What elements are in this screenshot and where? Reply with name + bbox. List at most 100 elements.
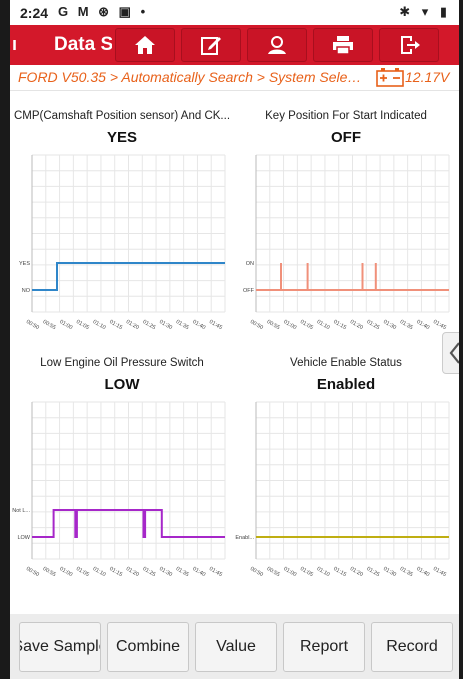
panel-name: Vehicle Enable Status bbox=[290, 357, 402, 369]
home-button[interactable] bbox=[115, 28, 175, 62]
screen: 2:24 G M ⊛ ▣ • ✱ ▾ ▮ ı Data Stream FORD … bbox=[10, 0, 459, 679]
user-button[interactable] bbox=[247, 28, 307, 62]
x-tick-label: 01:25 bbox=[366, 319, 381, 331]
y-tick-label: Enabl... bbox=[235, 535, 254, 541]
panel-name: Key Position For Start Indicated bbox=[265, 110, 427, 122]
side-panel-toggle[interactable] bbox=[442, 332, 459, 374]
x-tick-label: 01:20 bbox=[349, 566, 364, 578]
x-tick-label: 01:25 bbox=[142, 566, 157, 578]
x-tick-label: 01:45 bbox=[432, 319, 447, 331]
chevron-left-icon bbox=[449, 342, 459, 364]
x-tick-label: 01:00 bbox=[58, 319, 73, 331]
x-tick-label: 01:25 bbox=[366, 566, 381, 578]
system-status-icons: ✱ ▾ ▮ bbox=[399, 4, 451, 19]
value-button[interactable]: Value bbox=[195, 622, 277, 672]
edit-icon bbox=[201, 37, 221, 55]
x-tick-label: 01:10 bbox=[316, 566, 331, 578]
x-tick-label: 00:50 bbox=[25, 566, 40, 578]
graph-chart: NO YES 00:50 00:55 01:00 01:05 01:10 01:15 01:20… bbox=[19, 154, 226, 331]
x-tick-label: 01:40 bbox=[191, 319, 206, 331]
series-line bbox=[32, 509, 225, 538]
graph-chart: Enabl...00:50 00:55 01:00 01:05 01:10 01:15 01… bbox=[235, 401, 450, 578]
x-tick-label: 01:00 bbox=[282, 566, 297, 578]
panel-value: YES bbox=[106, 129, 137, 146]
x-tick-label: 00:55 bbox=[266, 566, 281, 578]
x-tick-label: 01:45 bbox=[432, 566, 447, 578]
record-button[interactable]: Record bbox=[371, 622, 453, 672]
y-tick-label: LOW bbox=[17, 535, 30, 541]
y-tick-label: NO bbox=[22, 288, 31, 294]
back-button[interactable]: ı bbox=[12, 34, 18, 54]
battery-voltage: 12.17V bbox=[405, 69, 450, 85]
x-tick-label: 01:15 bbox=[108, 319, 123, 331]
status-time: 2:24 bbox=[20, 5, 49, 21]
x-tick-label: 01:15 bbox=[332, 319, 347, 331]
x-tick-label: 01:15 bbox=[108, 566, 123, 578]
graph-chart: OFF ON 00:50 00:55 01:00 01:05 01:10 01:15 01:20… bbox=[243, 154, 450, 331]
battery-icon bbox=[376, 68, 404, 87]
x-tick-label: 01:35 bbox=[399, 319, 414, 331]
x-tick-label: 01:40 bbox=[191, 566, 206, 578]
x-tick-label: 00:50 bbox=[249, 319, 264, 331]
panel-value: LOW bbox=[104, 376, 140, 393]
x-tick-label: 01:45 bbox=[208, 319, 223, 331]
combine-button[interactable]: Combine bbox=[107, 622, 189, 672]
panel-name: Low Engine Oil Pressure Switch bbox=[40, 357, 204, 369]
x-tick-label: 01:05 bbox=[75, 566, 90, 578]
y-tick-label: Not L... bbox=[12, 508, 30, 514]
exit-icon bbox=[401, 36, 420, 54]
x-tick-label: 01:45 bbox=[208, 566, 223, 578]
x-tick-label: 01:25 bbox=[142, 319, 157, 331]
x-tick-label: 01:30 bbox=[158, 566, 173, 578]
graph-chart: LOW Not L... 00:50 00:55 01:00 01:05 01:10 01:1… bbox=[12, 401, 226, 578]
x-tick-label: 01:05 bbox=[75, 319, 90, 331]
print-button[interactable] bbox=[313, 28, 373, 62]
x-tick-label: 00:55 bbox=[42, 566, 57, 578]
x-tick-label: 01:00 bbox=[282, 319, 297, 331]
x-tick-label: 01:30 bbox=[382, 566, 397, 578]
app-bar: ı Data Stream bbox=[10, 25, 459, 65]
x-tick-label: 01:10 bbox=[316, 319, 331, 331]
x-tick-label: 01:30 bbox=[158, 319, 173, 331]
x-tick-label: 01:20 bbox=[349, 319, 364, 331]
x-tick-label: 00:50 bbox=[25, 319, 40, 331]
x-tick-label: 01:35 bbox=[175, 319, 190, 331]
x-tick-label: 01:35 bbox=[175, 566, 190, 578]
x-tick-label: 01:35 bbox=[399, 566, 414, 578]
x-tick-label: 00:50 bbox=[249, 566, 264, 578]
edit-button[interactable] bbox=[181, 28, 241, 62]
x-tick-label: 01:10 bbox=[92, 319, 107, 331]
report-button[interactable]: Report bbox=[283, 622, 365, 672]
bottom-toolbar: Save Sample Combine Value Report Record bbox=[10, 614, 459, 679]
y-tick-label: ON bbox=[246, 261, 254, 267]
status-bar: 2:24 G M ⊛ ▣ • ✱ ▾ ▮ bbox=[10, 0, 459, 25]
x-tick-label: 01:40 bbox=[415, 319, 430, 331]
y-tick-label: YES bbox=[19, 261, 30, 267]
page-title: Data Stream bbox=[54, 34, 112, 55]
data-stream-graphs: CMP(Camshaft Position sensor) And CK... … bbox=[10, 92, 459, 614]
home-icon bbox=[135, 36, 155, 54]
series-line bbox=[256, 263, 449, 291]
breadcrumb: FORD V50.35 > Automatically Search > Sys… bbox=[10, 65, 459, 91]
x-tick-label: 01:40 bbox=[415, 566, 430, 578]
panel-value: OFF bbox=[331, 129, 361, 146]
x-tick-label: 01:20 bbox=[125, 566, 140, 578]
panel-name: CMP(Camshaft Position sensor) And CK... bbox=[13, 110, 231, 122]
series-line bbox=[32, 262, 225, 291]
save-sample-button[interactable]: Save Sample bbox=[19, 622, 101, 672]
x-tick-label: 00:55 bbox=[42, 319, 57, 331]
x-tick-label: 01:15 bbox=[332, 566, 347, 578]
x-tick-label: 01:05 bbox=[299, 566, 314, 578]
x-tick-label: 01:30 bbox=[382, 319, 397, 331]
x-tick-label: 00:55 bbox=[266, 319, 281, 331]
breadcrumb-path: FORD V50.35 > Automatically Search > Sys… bbox=[18, 69, 368, 85]
x-tick-label: 01:00 bbox=[58, 566, 73, 578]
print-icon bbox=[333, 36, 353, 55]
y-tick-label: OFF bbox=[243, 288, 255, 294]
x-tick-label: 01:20 bbox=[125, 319, 140, 331]
notification-icons: G M ⊛ ▣ • bbox=[58, 4, 149, 19]
x-tick-label: 01:10 bbox=[92, 566, 107, 578]
panel-value: Enabled bbox=[316, 376, 376, 393]
exit-button[interactable] bbox=[379, 28, 439, 62]
